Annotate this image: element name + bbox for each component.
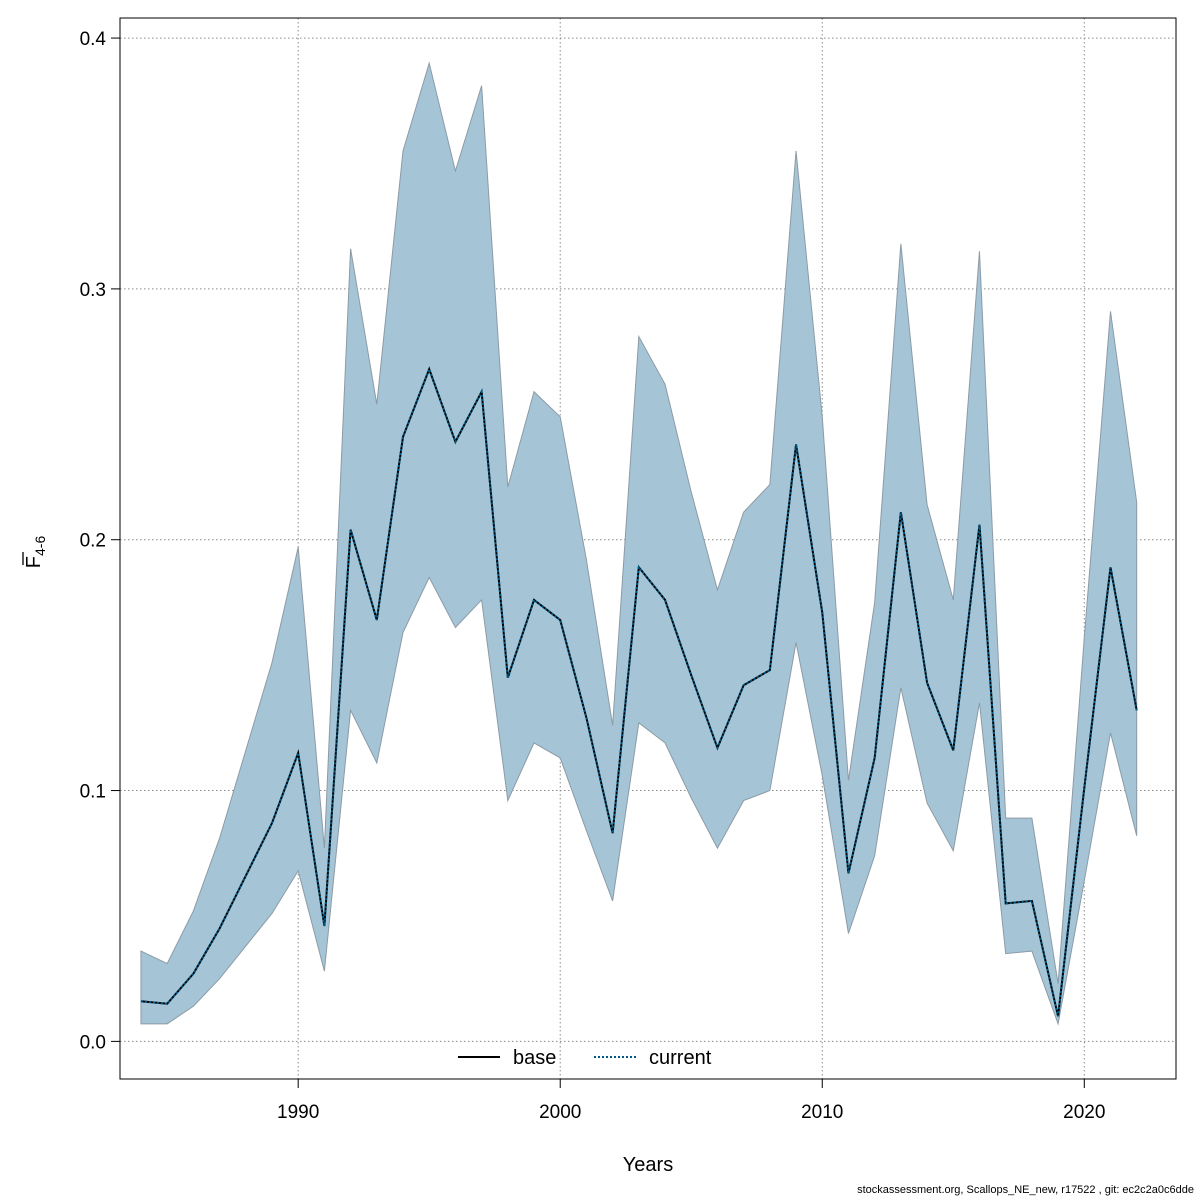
y-axis-title-sub: 4-6 xyxy=(32,536,48,556)
y-tick-label: 0.3 xyxy=(80,280,106,301)
legend-label-current: current xyxy=(649,1047,712,1069)
series-line-current xyxy=(140,366,1138,1017)
x-axis: 1990 2000 2010 2020 xyxy=(277,1079,1105,1123)
legend-label-base: base xyxy=(513,1047,556,1069)
y-axis-title: F4-6 xyxy=(22,536,48,569)
x-tick-label: 2010 xyxy=(801,1102,843,1123)
x-tick-label: 2020 xyxy=(1063,1102,1105,1123)
y-tick-label: 0.0 xyxy=(80,1032,106,1053)
legend: base current xyxy=(458,1047,712,1069)
y-tick-label: 0.2 xyxy=(80,531,106,552)
y-axis-title-main: F xyxy=(23,556,45,568)
x-tick-label: 2000 xyxy=(539,1102,581,1123)
confidence-band xyxy=(140,61,1138,1026)
y-axis: 0.0 0.1 0.2 0.3 0.4 xyxy=(80,29,120,1053)
y-tick-label: 0.4 xyxy=(80,29,107,50)
footer-caption: stockassessment.org, Scallops_NE_new, r1… xyxy=(857,1184,1194,1196)
x-axis-title: Years xyxy=(623,1154,673,1176)
x-tick-label: 1990 xyxy=(277,1102,319,1123)
y-tick-label: 0.1 xyxy=(80,782,106,803)
svg-text:F4-6: F4-6 xyxy=(23,536,48,569)
plot-box xyxy=(119,17,1177,1080)
